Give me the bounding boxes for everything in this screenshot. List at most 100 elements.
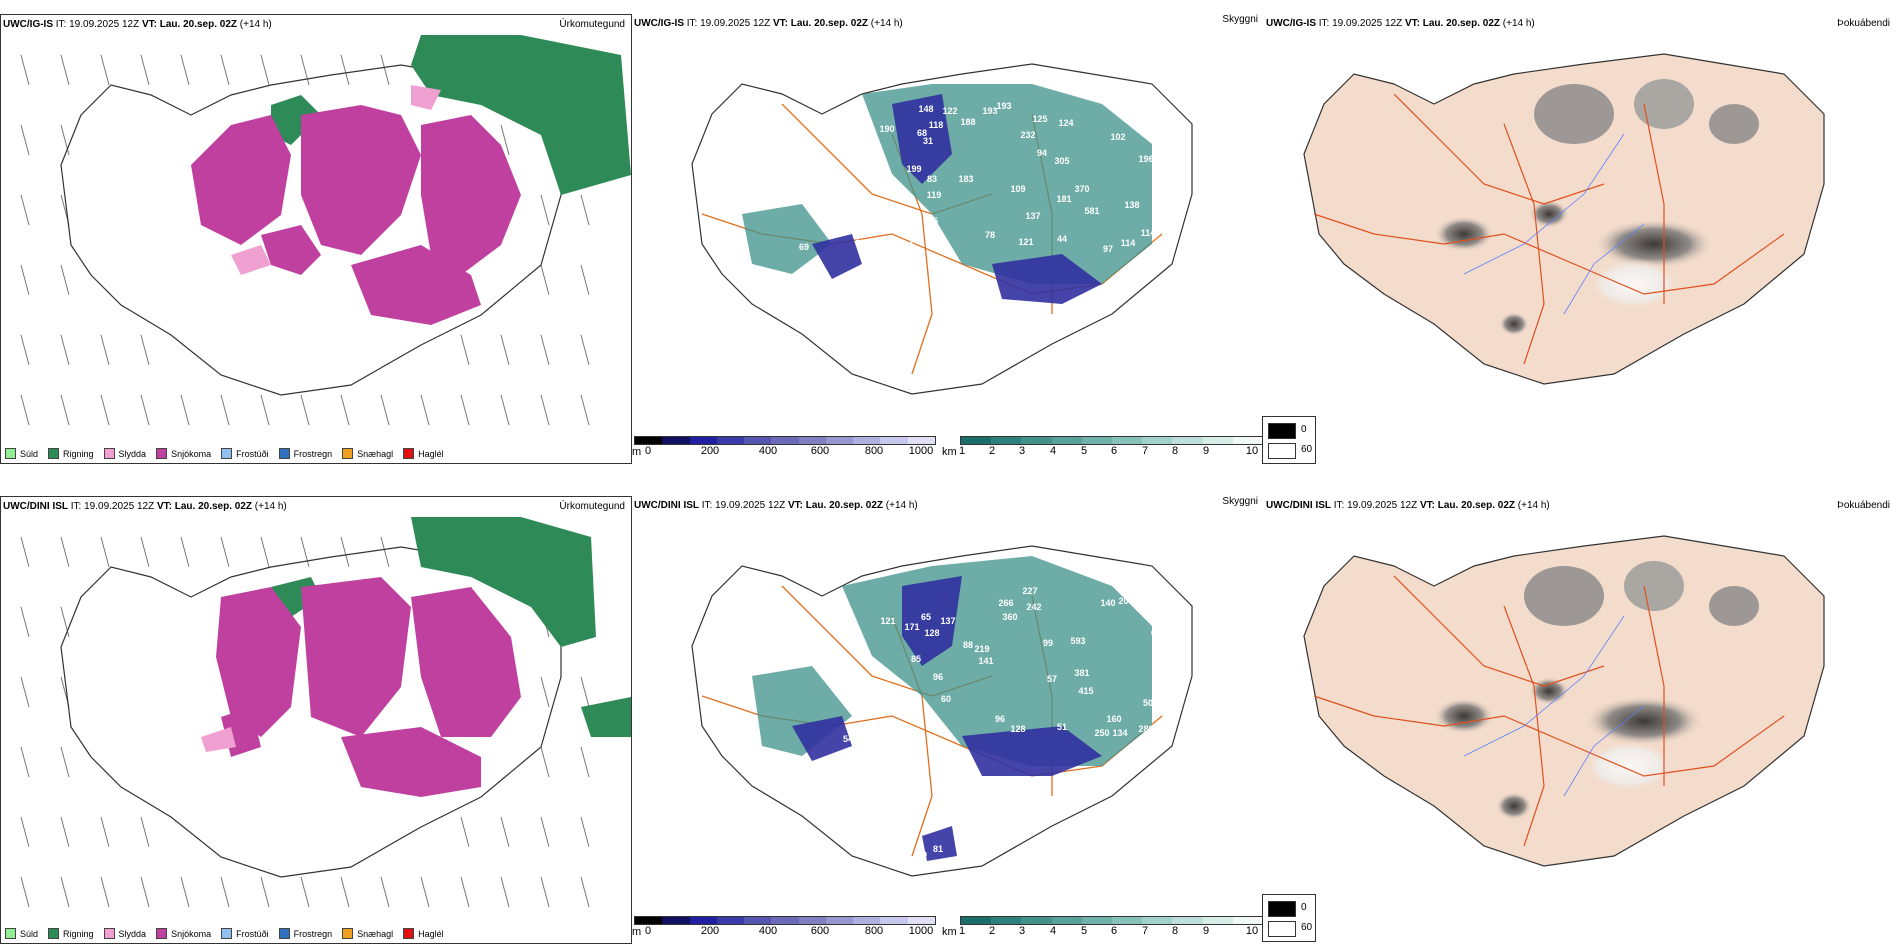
svg-text:102: 102 xyxy=(1110,132,1125,142)
svg-text:25: 25 xyxy=(825,195,835,205)
svg-text:85: 85 xyxy=(911,654,921,664)
svg-text:79: 79 xyxy=(917,850,927,860)
svg-text:148: 148 xyxy=(918,104,933,114)
legend-swatch xyxy=(403,448,415,459)
cloud-map: 190 148 122 118 68 23 199 83 119 183 109… xyxy=(691,63,1193,395)
svg-text:227: 227 xyxy=(1022,586,1037,596)
fog-panel-top: UWC/IG-IS IT: 19.09.2025 12Z VT: Lau. 20… xyxy=(1262,14,1900,464)
sleet-areas xyxy=(231,85,441,275)
precip-type-panel-bottom: UWC/DINI ISL IT: 19.09.2025 12Z VT: Lau.… xyxy=(0,496,632,944)
legend-item: Snjókoma xyxy=(156,928,211,939)
legend-item: Snjókoma xyxy=(156,448,211,459)
svg-text:69: 69 xyxy=(799,242,809,252)
panel-title: Þokuábendi xyxy=(1837,500,1890,511)
ceiling-areas xyxy=(812,94,1102,304)
svg-text:370: 370 xyxy=(1074,184,1089,194)
svg-text:193: 193 xyxy=(996,101,1011,111)
fog-legend: 0 60 xyxy=(1262,416,1316,464)
precip-map xyxy=(20,517,631,908)
fog-rivers xyxy=(1463,133,1645,315)
svg-text:121: 121 xyxy=(880,616,895,626)
svg-text:83: 83 xyxy=(927,174,937,184)
legend-item: Rigning xyxy=(48,928,94,939)
legend-item: Slydda xyxy=(103,928,146,939)
svg-text:47: 47 xyxy=(1157,680,1167,690)
cloud-labels: 190 148 122 118 68 23 199 83 119 183 109… xyxy=(799,101,1177,256)
visibility-colorbar: 1 2 3 4 5 6 7 8 9 10 xyxy=(959,436,1264,457)
legend-swatch xyxy=(278,448,290,459)
legend-swatch xyxy=(48,928,60,939)
svg-text:114: 114 xyxy=(1121,238,1136,248)
svg-text:181: 181 xyxy=(1056,194,1071,204)
panel-header: UWC/DINI ISL IT: 19.09.2025 12Z VT: Lau.… xyxy=(1266,500,1890,511)
sleet-areas xyxy=(201,727,236,752)
legend-item: Súld xyxy=(5,928,38,939)
svg-text:92: 92 xyxy=(1167,184,1177,194)
svg-text:266: 266 xyxy=(998,598,1013,608)
svg-text:415: 415 xyxy=(1078,686,1093,696)
visibility-unit: km xyxy=(942,446,957,458)
svg-text:118: 118 xyxy=(929,120,944,130)
legend-item: Frostregn xyxy=(278,448,332,459)
svg-text:122: 122 xyxy=(942,106,957,116)
svg-text:190: 190 xyxy=(879,124,894,134)
legend-swatch xyxy=(156,448,168,459)
svg-text:81: 81 xyxy=(933,844,943,854)
legend-swatch-light xyxy=(1268,443,1296,459)
svg-text:96: 96 xyxy=(933,672,943,682)
fog-rivers xyxy=(1463,615,1645,797)
fog-roads xyxy=(1313,575,1785,847)
panel-header: UWC/DINI ISL IT: 19.09.2025 12Z VT: Lau.… xyxy=(634,496,1258,511)
svg-text:219: 219 xyxy=(974,644,989,654)
svg-text:336: 336 xyxy=(1148,246,1163,256)
svg-text:141: 141 xyxy=(978,656,993,666)
legend-swatch xyxy=(221,928,233,939)
svg-text:54: 54 xyxy=(843,734,853,744)
legend-swatch-dark xyxy=(1268,423,1296,439)
svg-text:121: 121 xyxy=(1018,237,1033,247)
svg-text:109: 109 xyxy=(1010,184,1025,194)
legend-swatch xyxy=(342,928,354,939)
fog-panel-bottom: UWC/DINI ISL IT: 19.09.2025 12Z VT: Lau.… xyxy=(1262,496,1900,944)
panel-title: Úrkomutegund xyxy=(559,501,625,512)
cloud-labels: 121 65 137 128 171 85 88 219 96 60 57 96… xyxy=(843,586,1167,860)
legend-item: Súld xyxy=(5,448,38,459)
legend-item: Haglél xyxy=(403,928,444,939)
svg-text:114: 114 xyxy=(1141,228,1156,238)
svg-text:137: 137 xyxy=(940,616,955,626)
svg-text:12: 12 xyxy=(1161,202,1171,212)
ceiling-unit: m xyxy=(632,446,642,458)
legend-item: Frostúði xyxy=(221,928,269,939)
legend-item: Haglél xyxy=(403,448,444,459)
svg-text:96: 96 xyxy=(861,192,871,202)
legend-item: Rigning xyxy=(48,448,94,459)
panel-header: UWC/IG-IS IT: 19.09.2025 12Z VT: Lau. 20… xyxy=(1266,18,1890,29)
svg-text:63: 63 xyxy=(855,238,865,248)
legend-swatch xyxy=(403,928,415,939)
visibility-unit: km xyxy=(942,926,957,938)
legend-swatch xyxy=(103,928,115,939)
svg-text:188: 188 xyxy=(960,117,975,127)
legend-swatch-light xyxy=(1268,921,1296,937)
svg-text:128: 128 xyxy=(924,628,939,638)
cloud-map: 121 65 137 128 171 85 88 219 96 60 57 96… xyxy=(691,545,1193,877)
svg-text:250: 250 xyxy=(1094,728,1109,738)
svg-text:199: 199 xyxy=(906,164,921,174)
legend-swatch xyxy=(342,448,354,459)
svg-text:125: 125 xyxy=(1032,114,1047,124)
svg-text:23: 23 xyxy=(1157,216,1167,226)
cloud-panel-top: UWC/IG-IS IT: 19.09.2025 12Z VT: Lau. 20… xyxy=(632,14,1264,464)
snow-areas xyxy=(191,105,521,325)
svg-text:50: 50 xyxy=(1143,698,1153,708)
legend-swatch xyxy=(5,448,16,459)
svg-text:88: 88 xyxy=(963,640,973,650)
svg-text:23: 23 xyxy=(863,168,873,178)
svg-text:51: 51 xyxy=(1057,722,1067,732)
precip-type-panel-top: UWC/IG-IS IT: 19.09.2025 12Z VT: Lau. 20… xyxy=(0,14,632,464)
legend-swatch xyxy=(156,928,168,939)
panel-title: Úrkomutegund xyxy=(559,19,625,30)
svg-text:97: 97 xyxy=(1103,244,1113,254)
svg-text:75: 75 xyxy=(877,222,887,232)
svg-text:134: 134 xyxy=(1112,728,1127,738)
svg-text:160: 160 xyxy=(1106,714,1121,724)
